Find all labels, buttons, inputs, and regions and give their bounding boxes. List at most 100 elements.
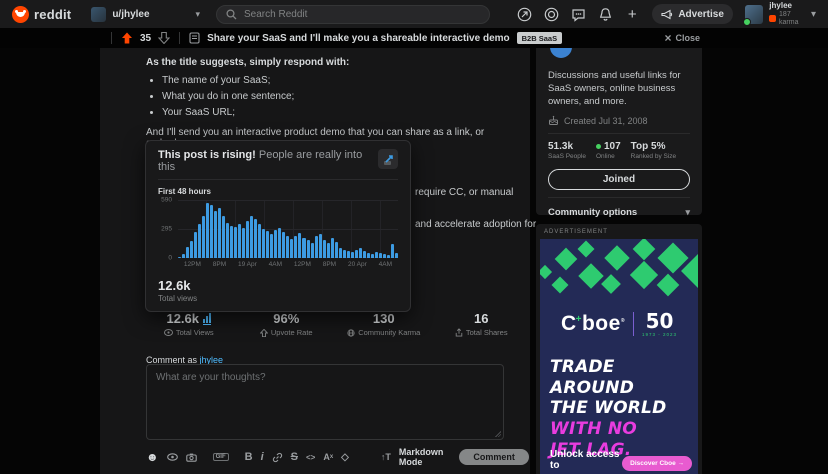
community-description: Discussions and useful links for SaaS ow… <box>548 70 681 107</box>
upvote-outline-icon <box>259 328 268 337</box>
chart-bar <box>258 223 262 258</box>
resize-grip-icon[interactable] <box>494 430 501 437</box>
x-axis-tick: 12PM <box>293 261 311 268</box>
chart-bars <box>178 200 398 258</box>
search-icon <box>226 8 237 20</box>
x-axis-tick: 8PM <box>212 261 227 268</box>
chart-bar <box>218 207 222 258</box>
post-header-bar: 35 Share your SaaS and I'll make you a s… <box>0 28 828 48</box>
downvote-arrow-icon[interactable] <box>158 32 171 44</box>
popular-trending-icon[interactable] <box>516 6 532 22</box>
stat-rank: Top 5% Ranked by Size <box>630 141 677 161</box>
insights-chart-icon[interactable] <box>203 312 212 325</box>
ad-footer-text: Unlock access to <box>550 449 620 471</box>
cboe-star-icon: + <box>575 314 582 326</box>
spoiler-icon[interactable]: ◇ <box>341 451 349 463</box>
popup-title: This post is rising! People are really i… <box>158 149 363 173</box>
chart-bar <box>330 237 334 258</box>
list-item: Your SaaS URL; <box>162 107 496 118</box>
comment-textarea[interactable] <box>147 365 503 439</box>
advertisement-label: ADVERTISEMENT <box>544 229 608 235</box>
link-icon[interactable] <box>272 452 283 463</box>
gif-icon[interactable]: GIF <box>212 453 229 461</box>
chart-x-axis: 12PM 8PM 19 Apr 4AM 12PM 8PM 20 Apr 4AM <box>178 261 398 268</box>
chart-bar <box>210 204 214 258</box>
x-axis-tick: 4AM <box>268 261 283 268</box>
post-text-fragment: require CC, or manual <box>415 187 514 198</box>
camera-icon[interactable] <box>185 453 197 462</box>
chart-bar <box>382 254 386 258</box>
search-input[interactable]: Search Reddit <box>216 4 491 24</box>
italic-icon[interactable]: i <box>260 451 264 463</box>
chart-bar <box>338 247 342 258</box>
ad-footer: Unlock access to Discover Cboe → <box>550 449 692 471</box>
user-karma: 187 karma <box>769 11 811 27</box>
cboe-logo-row: C+boe® 50 1973 - 2023 <box>540 311 698 338</box>
close-button[interactable]: × Close <box>664 31 700 45</box>
karma-coin-icon <box>769 15 777 23</box>
chart-bar <box>310 243 314 258</box>
upvote-arrow-icon[interactable] <box>121 32 133 44</box>
create-post-plus-icon[interactable]: + <box>627 5 637 23</box>
chart-bar <box>214 210 218 258</box>
chart-bar <box>302 237 306 258</box>
stat-total-views: 12.6k Total Views <box>140 311 238 337</box>
chart-bar <box>246 220 250 258</box>
ad-cta-button[interactable]: Discover Cboe → <box>622 456 692 471</box>
chart-bar <box>238 223 242 258</box>
chart-bar <box>334 241 338 258</box>
x-axis-tick: 20 Apr <box>347 261 367 268</box>
advertise-button[interactable]: Advertise <box>652 4 733 24</box>
y-axis-tick: 0 <box>168 254 172 262</box>
comment-submit-button[interactable]: Comment <box>459 449 529 465</box>
strikethrough-icon[interactable]: S <box>290 451 298 463</box>
chart-bar <box>390 244 394 258</box>
eye-icon <box>163 329 173 336</box>
post-bullet-list: The name of your SaaS; What you do in on… <box>162 75 496 118</box>
chat-icon[interactable] <box>570 6 586 22</box>
superscript-icon[interactable]: Aˣ <box>323 452 334 462</box>
reddit-logo[interactable]: reddit <box>12 5 71 23</box>
chart-bar <box>378 253 382 258</box>
post-flair-badge[interactable]: B2B SaaS <box>516 32 563 44</box>
community-selector[interactable]: u/jhylee ▾ <box>91 6 201 22</box>
profile-avatar-small <box>91 6 107 22</box>
top-navbar: reddit u/jhylee ▾ Search Reddit + Advert… <box>0 0 828 28</box>
chart-bar <box>298 233 302 258</box>
chart-bar <box>250 215 254 258</box>
user-menu-chevron-icon[interactable]: ▾ <box>810 8 816 20</box>
cboe-ad-creative[interactable]: C+boe® 50 1973 - 2023 TRADE AROUND THE W… <box>540 239 698 474</box>
heading-icon[interactable]: ↑T <box>380 452 391 462</box>
coins-icon[interactable] <box>543 6 559 22</box>
search-placeholder: Search Reddit <box>244 8 308 20</box>
chart-bar <box>222 215 226 258</box>
chart-bar <box>354 249 358 258</box>
chart-bar <box>326 242 330 258</box>
joined-button[interactable]: Joined <box>548 169 690 191</box>
advertise-label: Advertise <box>678 8 724 20</box>
stat-total-shares: 16 Total Shares <box>433 311 531 337</box>
markdown-mode-toggle[interactable]: Markdown Mode <box>398 447 444 467</box>
user-menu[interactable]: jhylee 187 karma <box>742 1 811 27</box>
notifications-bell-icon[interactable] <box>597 6 613 22</box>
chart-bar <box>294 235 298 258</box>
divider <box>548 133 690 135</box>
chart-bar <box>202 215 206 258</box>
close-icon: × <box>664 31 672 45</box>
inline-code-icon[interactable]: <> <box>306 452 316 462</box>
rising-rocket-icon <box>378 149 398 169</box>
post-title: Share your SaaS and I'll make you a shar… <box>207 32 510 44</box>
chevron-down-icon: ▾ <box>195 8 201 19</box>
emoji-icon[interactable]: ☻ <box>146 450 159 464</box>
globe-icon <box>347 328 355 337</box>
chart-bar <box>370 253 374 258</box>
community-created-date: Created Jul 31, 2008 <box>564 115 648 126</box>
chart-bar <box>198 223 202 258</box>
community-options-toggle[interactable]: Community options ▾ <box>548 207 690 219</box>
comment-textarea-container <box>146 364 504 440</box>
bold-icon[interactable]: B <box>244 451 253 463</box>
eye-media-icon[interactable] <box>166 453 178 461</box>
chart-bar <box>358 247 362 258</box>
list-item: The name of your SaaS; <box>162 75 496 86</box>
comment-username-link[interactable]: jhylee <box>199 355 224 365</box>
